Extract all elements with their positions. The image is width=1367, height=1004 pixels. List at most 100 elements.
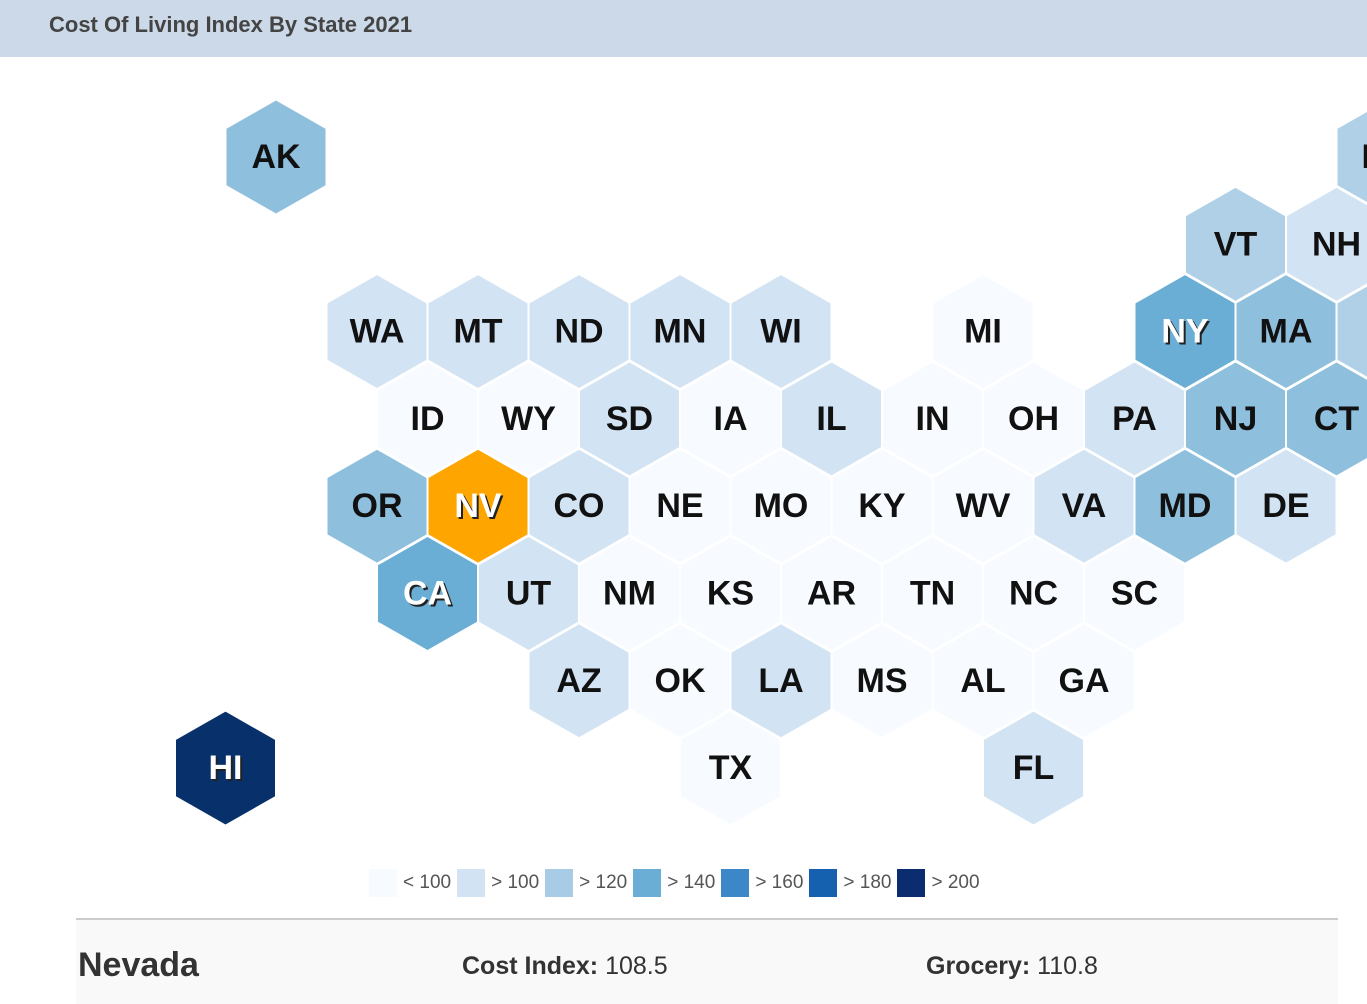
hex-tile-nj[interactable]: NJ bbox=[1185, 361, 1286, 477]
hex-shape[interactable] bbox=[478, 361, 579, 477]
hex-tile-ma[interactable]: MA bbox=[1235, 274, 1337, 390]
hex-shape[interactable] bbox=[730, 623, 832, 739]
hex-tile-nh[interactable]: NH bbox=[1286, 186, 1367, 302]
hex-shape[interactable] bbox=[427, 274, 529, 390]
hex-shape[interactable] bbox=[377, 535, 478, 652]
hex-tile-pa[interactable]: PA bbox=[1084, 361, 1185, 477]
hex-tile-ks[interactable]: KS bbox=[680, 535, 781, 652]
hex-shape[interactable] bbox=[680, 361, 781, 477]
hex-shape[interactable] bbox=[528, 623, 630, 739]
hex-shape[interactable] bbox=[1286, 361, 1367, 477]
hex-tile-mn[interactable]: MN bbox=[629, 274, 731, 390]
hex-shape[interactable] bbox=[629, 448, 731, 564]
hex-shape[interactable] bbox=[831, 448, 933, 564]
hex-shape[interactable] bbox=[1033, 448, 1135, 564]
hex-tile-tx[interactable]: TX bbox=[680, 710, 781, 826]
hex-tile-va[interactable]: VA bbox=[1033, 448, 1135, 564]
hex-shape[interactable] bbox=[1185, 361, 1286, 477]
hex-tile-la[interactable]: LA bbox=[730, 623, 832, 739]
hex-tile-ne[interactable]: NE bbox=[629, 448, 731, 564]
hex-shape[interactable] bbox=[225, 99, 327, 215]
hex-tile-co[interactable]: CO bbox=[528, 448, 630, 564]
hex-shape[interactable] bbox=[882, 535, 983, 652]
hex-shape[interactable] bbox=[1286, 186, 1367, 302]
hex-tile-az[interactable]: AZ bbox=[528, 623, 630, 739]
hex-tile-de[interactable]: DE bbox=[1235, 448, 1337, 564]
hex-shape[interactable] bbox=[1185, 186, 1286, 302]
hex-shape[interactable] bbox=[1235, 448, 1337, 564]
hex-tile-wi[interactable]: WI bbox=[730, 274, 832, 390]
hex-tile-wv[interactable]: WV bbox=[932, 448, 1034, 564]
hex-tile-al[interactable]: AL bbox=[932, 623, 1034, 739]
hex-tile-ak[interactable]: AK bbox=[225, 99, 327, 215]
hex-shape[interactable] bbox=[1084, 361, 1185, 477]
hex-shape[interactable] bbox=[932, 623, 1034, 739]
hex-tile-ar[interactable]: AR bbox=[781, 535, 882, 652]
hex-shape[interactable] bbox=[983, 710, 1084, 826]
hex-shape[interactable] bbox=[528, 448, 630, 564]
hex-shape[interactable] bbox=[478, 535, 579, 652]
hex-shape[interactable] bbox=[579, 535, 680, 652]
hex-shape[interactable] bbox=[882, 361, 983, 477]
hex-shape[interactable] bbox=[1084, 535, 1185, 652]
hex-shape[interactable] bbox=[983, 361, 1084, 477]
hex-tile-wa[interactable]: WA bbox=[326, 274, 428, 390]
hex-tile-mo[interactable]: MO bbox=[730, 448, 832, 564]
hex-tile-in[interactable]: IN bbox=[882, 361, 983, 477]
hex-tile-id[interactable]: ID bbox=[377, 361, 478, 477]
hex-tile-ky[interactable]: KY bbox=[831, 448, 933, 564]
hex-tile-mt[interactable]: MT bbox=[427, 274, 529, 390]
hex-shape[interactable] bbox=[326, 274, 428, 390]
hex-tile-me[interactable]: ME bbox=[1336, 100, 1367, 214]
hex-tile-sd[interactable]: SD bbox=[579, 361, 680, 477]
hex-tile-mi[interactable]: MI bbox=[932, 274, 1034, 390]
hex-shape[interactable] bbox=[1134, 274, 1236, 390]
hex-shape[interactable] bbox=[983, 535, 1084, 652]
hex-shape[interactable] bbox=[680, 535, 781, 652]
hex-shape[interactable] bbox=[680, 710, 781, 826]
hex-tile-nm[interactable]: NM bbox=[579, 535, 680, 652]
hex-tile-ct[interactable]: CT bbox=[1286, 361, 1367, 477]
hex-tile-or[interactable]: OR bbox=[326, 448, 428, 564]
hex-tile-ri[interactable]: RI bbox=[1336, 275, 1367, 389]
hex-shape[interactable] bbox=[175, 710, 276, 826]
hex-shape[interactable] bbox=[579, 361, 680, 477]
hex-tile-sc[interactable]: SC bbox=[1084, 535, 1185, 652]
hex-tile-fl[interactable]: FL bbox=[983, 710, 1084, 826]
hex-shape[interactable] bbox=[831, 623, 933, 739]
hex-shape[interactable] bbox=[932, 448, 1034, 564]
hex-tile-ms[interactable]: MS bbox=[831, 623, 933, 739]
hex-shape[interactable] bbox=[528, 274, 630, 390]
hex-tile-md[interactable]: MD bbox=[1134, 448, 1236, 564]
hex-shape[interactable] bbox=[1033, 623, 1135, 739]
hex-shape[interactable] bbox=[1336, 100, 1367, 214]
hex-shape[interactable] bbox=[1235, 274, 1337, 390]
hex-tile-oh[interactable]: OH bbox=[983, 361, 1084, 477]
hex-tile-nd[interactable]: ND bbox=[528, 274, 630, 390]
hex-shape[interactable] bbox=[781, 535, 882, 652]
hex-shape[interactable] bbox=[1134, 448, 1236, 564]
hex-tile-ut[interactable]: UT bbox=[478, 535, 579, 652]
hex-shape[interactable] bbox=[629, 274, 731, 390]
hex-shape[interactable] bbox=[1336, 275, 1367, 389]
hex-tile-vt[interactable]: VT bbox=[1185, 186, 1286, 302]
hex-tile-wy[interactable]: WY bbox=[478, 361, 579, 477]
hex-shape[interactable] bbox=[629, 623, 731, 739]
hex-tile-tn[interactable]: TN bbox=[882, 535, 983, 652]
hex-shape[interactable] bbox=[730, 274, 832, 390]
hex-shape[interactable] bbox=[781, 361, 882, 477]
hex-shape[interactable] bbox=[730, 448, 832, 564]
hex-tile-ok[interactable]: OK bbox=[629, 623, 731, 739]
hex-shape[interactable] bbox=[932, 274, 1034, 390]
hex-shape[interactable] bbox=[377, 361, 478, 477]
hex-tile-nc[interactable]: NC bbox=[983, 535, 1084, 652]
hex-tile-il[interactable]: IL bbox=[781, 361, 882, 477]
hex-tile-ga[interactable]: GA bbox=[1033, 623, 1135, 739]
hex-tile-ia[interactable]: IA bbox=[680, 361, 781, 477]
hex-shape[interactable] bbox=[427, 448, 529, 564]
hex-shape[interactable] bbox=[326, 448, 428, 564]
